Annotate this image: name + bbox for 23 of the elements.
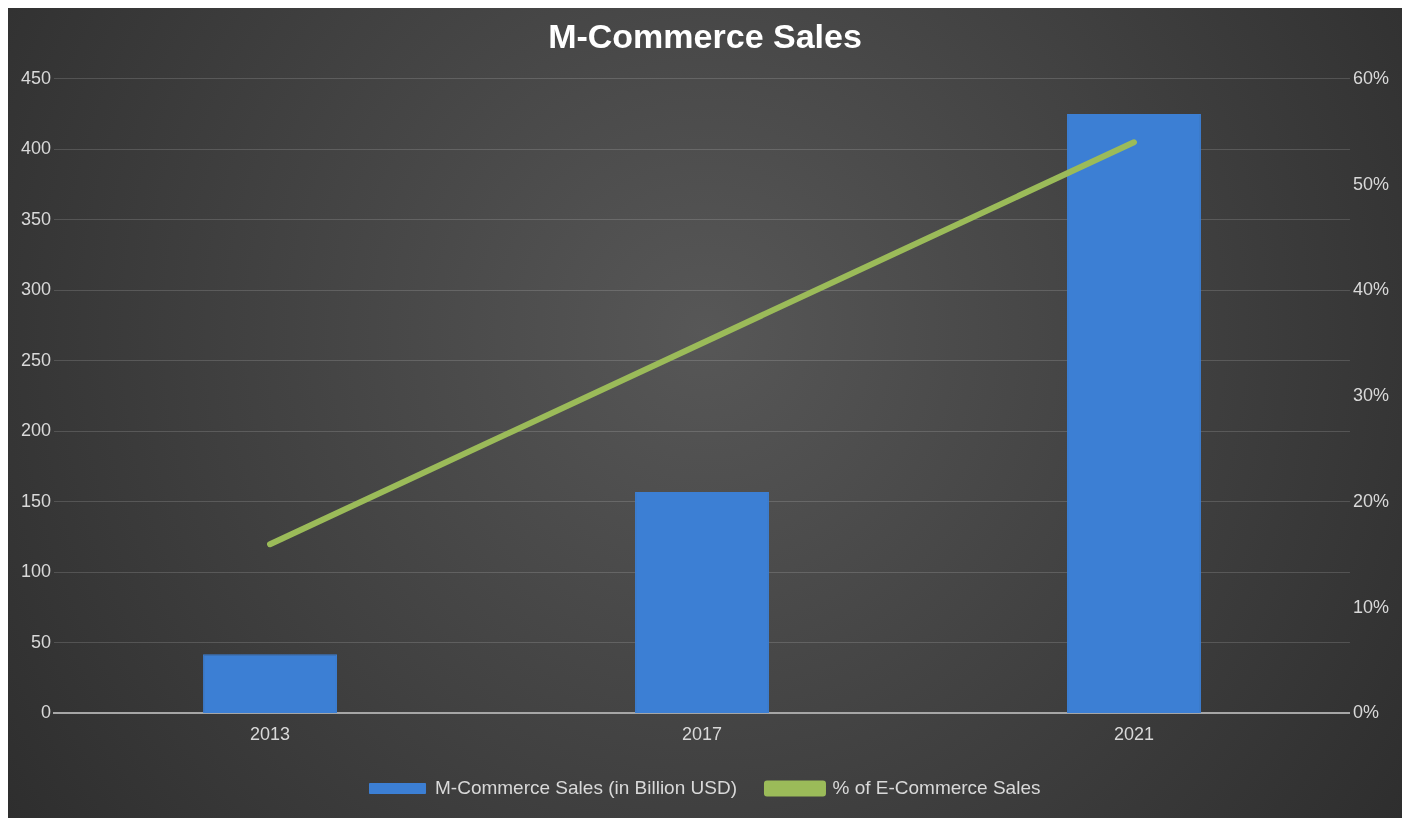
chart-title: M-Commerce Sales	[548, 16, 862, 55]
y-tick-label: 350	[20, 208, 52, 229]
y2-tick-label: 60%	[1352, 67, 1389, 88]
y2-tick-label: 0%	[1352, 702, 1379, 723]
y-tick-label: 50	[31, 631, 52, 652]
x-tick-label: 2017	[681, 724, 723, 745]
y-tick-label: 450	[20, 67, 52, 88]
y-tick-label: 250	[20, 349, 52, 370]
y-tick-label: 300	[20, 279, 52, 300]
y-tick-label: 0	[41, 702, 52, 723]
y2-tick-label: 30%	[1352, 385, 1389, 406]
y-tick-label: 150	[20, 490, 52, 511]
y2-tick-label: 10%	[1352, 596, 1389, 617]
legend-label: % of E-Commerce Sales	[832, 776, 1041, 798]
y-tick-label: 200	[20, 420, 52, 441]
y2-tick-label: 20%	[1352, 490, 1389, 511]
y-tick-label: 100	[20, 561, 52, 582]
y2-tick-label: 50%	[1352, 173, 1389, 194]
y2-tick-label: 40%	[1352, 279, 1389, 300]
x-tick-label: 2021	[1113, 724, 1155, 745]
x-tick-label: 2013	[250, 724, 291, 745]
legend-label: M-Commerce Sales (in Billion USD)	[435, 776, 737, 798]
y-tick-label: 400	[20, 138, 52, 159]
